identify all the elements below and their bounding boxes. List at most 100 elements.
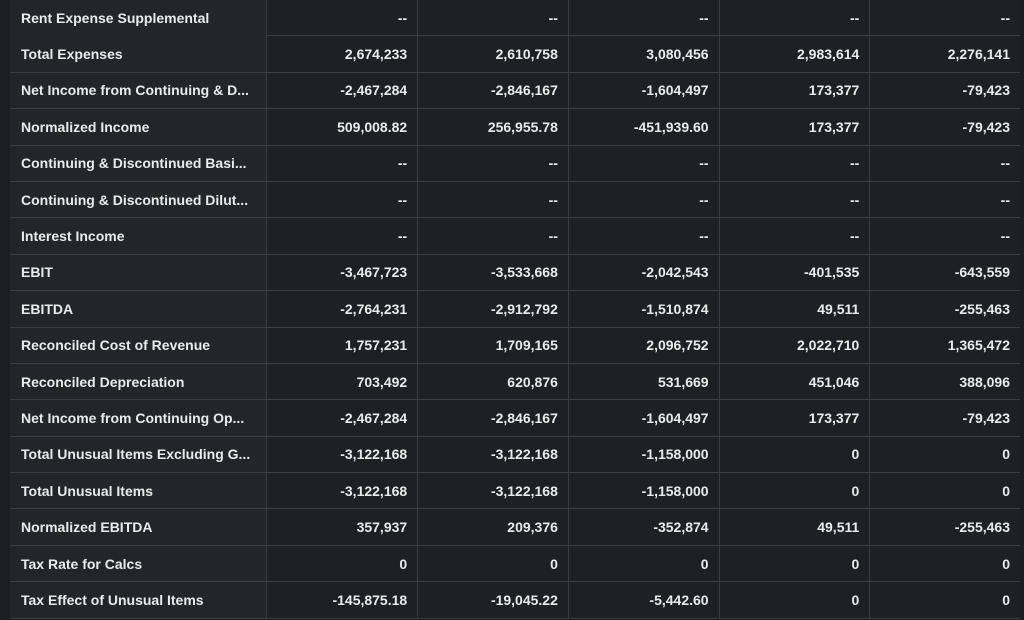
table-cell: 531,669: [569, 363, 720, 400]
table-cell: --: [569, 145, 720, 181]
table-cell: -643,559: [954, 264, 1010, 281]
table-row: Total Unusual Items Excluding G... -3,122…: [10, 436, 1020, 474]
table-cell: --: [569, 218, 720, 254]
table-cell: --: [720, 0, 871, 36]
table-cell: -145,875.18: [267, 582, 419, 618]
table-cell: -1,158,000: [569, 473, 720, 509]
table-cell: 49,511: [720, 291, 871, 327]
row-label: Reconciled Cost of Revenue: [10, 327, 268, 363]
table-cell: --: [1000, 191, 1010, 208]
table-cell: 0: [569, 545, 720, 582]
table-cell: -79,423: [962, 118, 1010, 135]
table-cell: 2,022,710: [720, 327, 871, 363]
table-cell: 0: [720, 545, 871, 582]
table-cell: -2,764,231: [267, 291, 419, 327]
table-cell: --: [267, 218, 419, 254]
table-cell: -401,535: [720, 254, 871, 291]
table-cell: 49,511: [720, 509, 871, 545]
table-row: Tax Effect of Unusual Items -145,875.18 -1…: [10, 582, 1020, 619]
table-cell: -2,912,792: [418, 291, 569, 327]
table-cell: -5,442.60: [569, 582, 720, 618]
table-cell: 0: [720, 582, 871, 618]
table-cell: -2,467,284: [267, 72, 419, 109]
table-row: Reconciled Depreciation 703,492 620,876 531…: [10, 363, 1020, 401]
row-label: Total Unusual Items: [10, 473, 268, 509]
table-cell: -1,158,000: [569, 436, 720, 473]
table-cell: -3,533,668: [418, 254, 569, 291]
table-cell: -79,423: [962, 82, 1010, 99]
table-cell: 357,937: [267, 509, 419, 545]
table-cell: 0: [720, 473, 871, 509]
table-cell: 2,674,233: [267, 36, 419, 72]
table-cell: 173,377: [720, 72, 871, 109]
row-label: Total Unusual Items Excluding G...: [10, 436, 268, 473]
table-row: Total Unusual Items -3,122,168 -3,122,168-…: [10, 473, 1020, 510]
table-cell: 209,376: [418, 509, 569, 545]
row-label: EBIT: [10, 254, 268, 291]
table-cell: 0: [418, 545, 569, 582]
table-cell: -3,122,168: [418, 473, 569, 509]
table-cell: -2,846,167: [418, 72, 569, 109]
table-row: Reconciled Cost of Revenue 1,757,231 1,709…: [10, 327, 1020, 364]
table-row: Total Expenses 2,674,233 2,610,758 3,080,45…: [10, 36, 1020, 73]
row-label: Net Income from Continuing & D...: [10, 72, 268, 109]
table-cell: 1,757,231: [267, 327, 419, 363]
table-row: Continuing & Discontinued Dilut... -- -- --…: [10, 181, 1020, 219]
table-cell: -1,604,497: [569, 400, 720, 436]
table-cell: 2,610,758: [418, 36, 569, 72]
row-label: Rent Expense Supplemental: [10, 0, 268, 36]
table-cell: -3,122,168: [418, 436, 569, 473]
table-cell: -19,045.22: [418, 582, 569, 618]
table-cell: -2,846,167: [418, 400, 569, 436]
table-cell: --: [569, 0, 720, 36]
table-cell: 0: [1002, 555, 1010, 572]
table-cell: 173,377: [720, 400, 871, 436]
table-cell: --: [418, 145, 569, 181]
row-label: Net Income from Continuing Op...: [10, 400, 268, 436]
row-label: Continuing & Discontinued Dilut...: [10, 181, 268, 218]
table-cell: --: [720, 218, 871, 254]
table-cell: 3,080,456: [569, 36, 720, 72]
table-cell: --: [267, 0, 419, 36]
table-cell: -255,463: [954, 300, 1010, 317]
table-cell: 0: [1002, 591, 1010, 608]
table-cell: --: [418, 218, 569, 254]
table-row: Normalized Income 509,008.82 256,955.78 -45…: [10, 109, 1020, 146]
row-label: EBITDA: [10, 291, 268, 327]
table-cell: 620,876: [418, 363, 569, 400]
table-cell: 509,008.82: [267, 109, 419, 145]
table-cell: -255,463: [954, 519, 1010, 536]
row-label: Interest Income: [10, 218, 268, 254]
table-cell: --: [569, 181, 720, 218]
table-cell: -352,874: [569, 509, 720, 545]
table-row: Net Income from Continuing Op... -2,467,2…: [10, 400, 1020, 437]
table-cell: 2,096,752: [569, 327, 720, 363]
table-cell: --: [720, 145, 871, 181]
row-label: Reconciled Depreciation: [10, 363, 268, 400]
table-cell: 703,492: [267, 363, 419, 400]
table-row: Tax Rate for Calcs 0 0 0 0 0: [10, 545, 1020, 583]
table-row: Continuing & Discontinued Basi... -- -- -- -…: [10, 145, 1020, 182]
table-cell: --: [1000, 228, 1010, 245]
table-cell: --: [267, 145, 419, 181]
row-label: Total Expenses: [10, 36, 268, 72]
table-row: Normalized EBITDA 357,937 209,376 -352,874 4…: [10, 509, 1020, 546]
table-cell: -1,604,497: [569, 72, 720, 109]
table-cell: --: [418, 181, 569, 218]
table-cell: 1,709,165: [418, 327, 569, 363]
table-cell: --: [720, 181, 871, 218]
table-cell: --: [1000, 155, 1010, 172]
table-cell: 388,096: [959, 373, 1010, 390]
table-cell: -2,467,284: [267, 400, 419, 436]
table-cell: --: [1000, 10, 1010, 26]
row-label: Normalized EBITDA: [10, 509, 268, 545]
row-label: Tax Effect of Unusual Items: [10, 582, 268, 618]
financials-table: Rent Expense Supplemental -- -- -- -- -- Total…: [10, 0, 1020, 620]
row-label: Tax Rate for Calcs: [10, 545, 268, 582]
table-cell: -1,510,874: [569, 291, 720, 327]
table-cell: --: [267, 181, 419, 218]
table-cell: 1,365,472: [947, 337, 1010, 354]
table-row: Net Income from Continuing & D... -2,467,…: [10, 72, 1020, 110]
table-cell: --: [418, 0, 569, 36]
row-label: Normalized Income: [10, 109, 268, 145]
